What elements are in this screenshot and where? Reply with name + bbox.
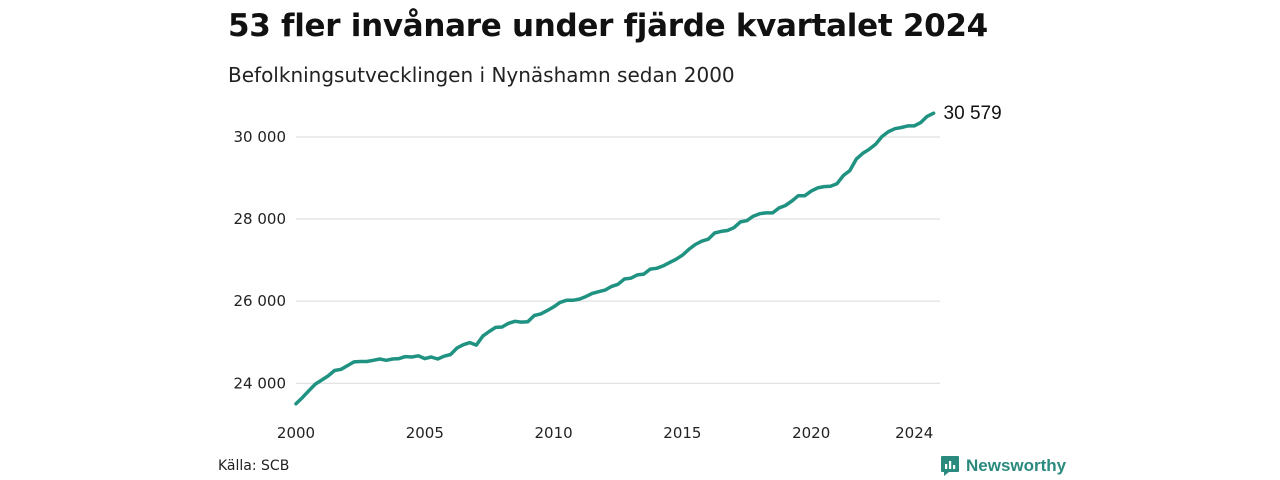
y-axis-ticks: 24 000 26 000 28 000 30 000 bbox=[234, 128, 287, 392]
brand-logo: Newsworthy bbox=[940, 455, 1066, 477]
brand-name: Newsworthy bbox=[966, 456, 1067, 475]
x-tick-label: 2024 bbox=[895, 424, 933, 442]
y-tick-label: 26 000 bbox=[234, 292, 287, 310]
y-tick-label: 30 000 bbox=[234, 128, 287, 146]
chart-subtitle: Befolkningsutvecklingen i Nynäshamn seda… bbox=[228, 63, 735, 87]
newsworthy-logo-icon bbox=[941, 456, 959, 476]
x-axis-ticks: 2000 2005 2010 2015 2020 2024 bbox=[277, 424, 933, 442]
series-layer bbox=[294, 111, 936, 406]
x-tick-label: 2000 bbox=[277, 424, 315, 442]
x-tick-label: 2020 bbox=[792, 424, 830, 442]
end-value-label: 30 579 bbox=[944, 103, 1002, 124]
x-tick-label: 2005 bbox=[406, 424, 444, 442]
y-tick-label: 24 000 bbox=[234, 374, 287, 392]
y-tick-label: 28 000 bbox=[234, 210, 287, 228]
x-tick-label: 2015 bbox=[663, 424, 701, 442]
source-note: Källa: SCB bbox=[218, 458, 290, 474]
chart-title: 53 fler invånare under fjärde kvartalet … bbox=[228, 8, 988, 44]
series-line-0 bbox=[294, 111, 936, 406]
grid-lines bbox=[296, 136, 940, 384]
x-tick-label: 2010 bbox=[535, 424, 573, 442]
